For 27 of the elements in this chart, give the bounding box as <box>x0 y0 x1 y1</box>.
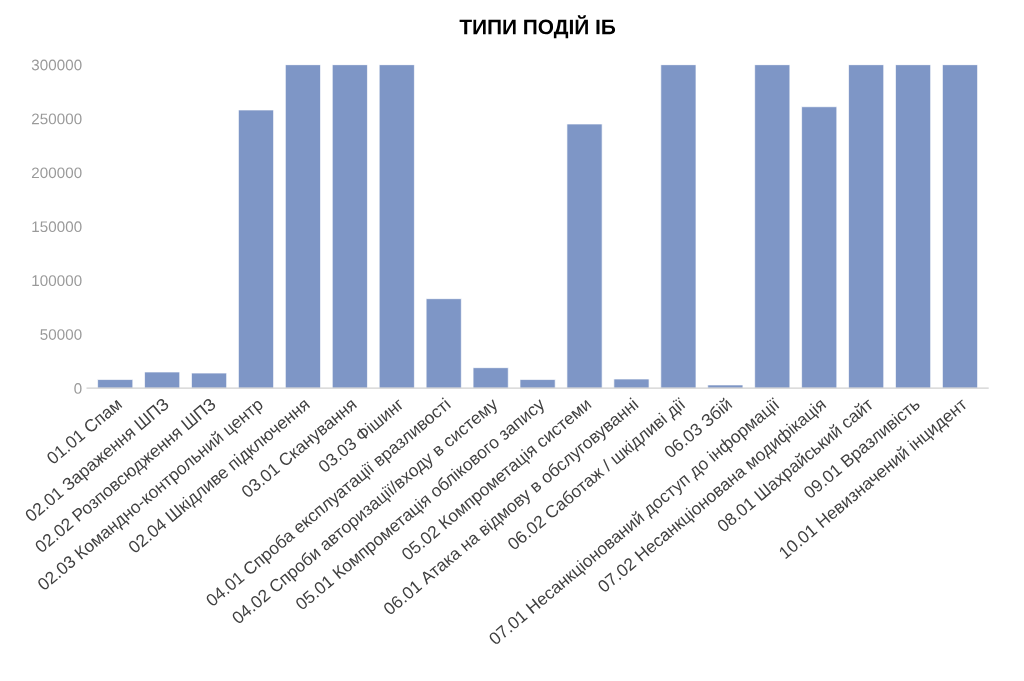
bar <box>378 64 415 389</box>
bar <box>707 384 744 389</box>
y-tick-label: 150000 <box>32 221 82 233</box>
bar <box>566 123 603 389</box>
bar <box>660 64 697 389</box>
bar <box>191 372 228 389</box>
bar <box>895 64 932 389</box>
bar <box>97 379 134 389</box>
bar <box>801 106 838 389</box>
chart-title: ТИПИ ПОДІЙ ІБ <box>459 15 616 39</box>
bar <box>848 64 885 389</box>
bar <box>472 367 509 389</box>
bar <box>238 109 274 389</box>
bar <box>284 64 321 389</box>
bar <box>519 379 556 389</box>
bar <box>942 64 978 389</box>
y-tick-label: 50000 <box>40 329 82 340</box>
y-tick-label: 0 <box>74 383 82 394</box>
bar <box>613 378 650 389</box>
y-tick-label: 300000 <box>31 59 82 71</box>
bar <box>331 64 368 389</box>
y-tick-label: 250000 <box>31 113 82 125</box>
bar <box>425 298 462 389</box>
bar <box>754 64 791 389</box>
y-tick-label: 200000 <box>31 167 82 179</box>
bar <box>144 371 181 389</box>
y-tick-label: 100000 <box>32 275 82 287</box>
